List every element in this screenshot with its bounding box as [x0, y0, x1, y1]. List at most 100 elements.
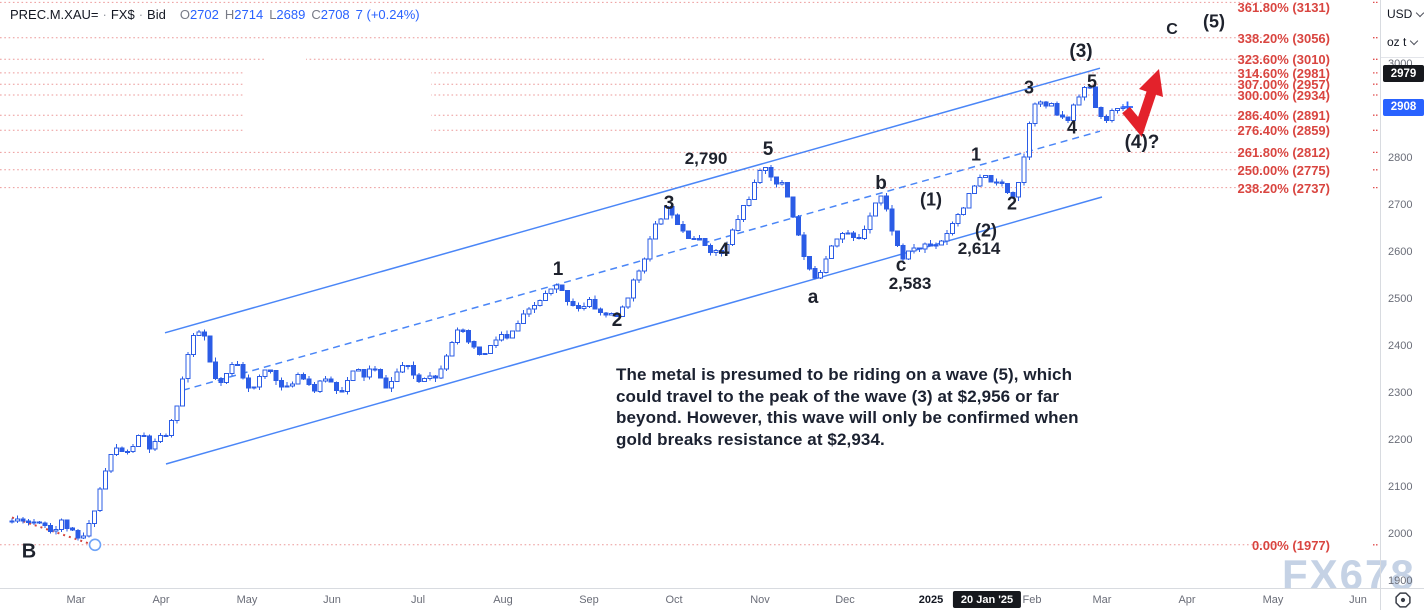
- wave-label: C: [1166, 21, 1178, 38]
- ohlc-readout: O2702 H2714 L2689 C2708 7 (+0.24%): [180, 7, 420, 22]
- ohlc-key: H: [224, 7, 235, 22]
- time-axis-label: Mar: [66, 594, 86, 606]
- time-axis-label: Nov: [750, 594, 770, 606]
- time-axis-label: Aug: [493, 594, 513, 606]
- wave-label: c: [895, 255, 907, 276]
- wave-label: (4)?: [1124, 132, 1160, 153]
- wave-label: 5: [1086, 71, 1098, 92]
- separator-dot: ·: [102, 7, 107, 22]
- time-axis-label: Dec: [835, 594, 855, 606]
- wave-label: 2: [611, 310, 623, 331]
- candlestick-chart[interactable]: [0, 0, 1380, 588]
- symbol-detail: Bid: [147, 7, 166, 22]
- annotation-line: The metal is presumed to be riding on a …: [616, 365, 1073, 384]
- unit-selector[interactable]: oz t: [1381, 28, 1424, 56]
- wave-label: (1): [920, 189, 942, 210]
- time-axis-label: Apr: [152, 594, 170, 606]
- currency-selector[interactable]: USD: [1381, 0, 1424, 28]
- fib-level-label: 307.00% (2957): [1237, 77, 1330, 93]
- wave-label: 3: [1023, 77, 1035, 98]
- currency-label: USD: [1387, 7, 1413, 21]
- ohlc-key: O: [179, 7, 190, 22]
- fib-level-label: 250.00% (2775): [1237, 162, 1330, 178]
- chevron-down-icon: [1410, 36, 1419, 45]
- wave-label: 4: [718, 240, 730, 261]
- wave-label: 4: [1066, 117, 1078, 138]
- wave-label: 1: [970, 144, 982, 165]
- chevron-down-icon: [1416, 8, 1424, 17]
- price-axis-label: 2400: [1388, 339, 1413, 352]
- fib-level-label: 314.60% (2981): [1237, 65, 1330, 81]
- time-axis[interactable]: Mar Apr May Jun Jul Aug Sep Oct Nov Dec 2025 Feb Mar…: [0, 588, 1380, 610]
- ohlc-key: C: [311, 7, 321, 22]
- wave-label: 1: [552, 259, 564, 280]
- price-axis-label: 2500: [1388, 292, 1413, 305]
- time-axis-label: Sep: [579, 594, 599, 606]
- price-axis-label: 2600: [1388, 245, 1413, 258]
- wave-label: a: [807, 287, 819, 308]
- price-axis-label: 2000: [1388, 527, 1413, 540]
- price-chart-area[interactable]: PREC.M.XAU= · FX$ · Bid O2702 H2714 L2689 C2708 7…: [0, 0, 1380, 588]
- date-badge: 20 Jan '25: [952, 591, 1022, 608]
- price-badge-last: 2908: [1383, 98, 1424, 116]
- wave-label: 2: [1006, 193, 1018, 214]
- time-axis-label: 2025: [918, 594, 944, 606]
- wave-label: 2,583: [888, 274, 932, 293]
- price-axis-label: 2700: [1388, 198, 1413, 211]
- axis-corner: [1380, 588, 1424, 610]
- ohlc-key: L: [269, 7, 277, 22]
- time-axis-label: May: [1262, 594, 1284, 606]
- wave-label: b: [875, 173, 887, 194]
- wave-label: 2,790: [684, 149, 728, 168]
- ohlc-value: 2689: [276, 7, 306, 22]
- annotation-line: could travel to the peak of the wave (3)…: [616, 386, 1060, 406]
- analyst-annotation: The metal is presumed to be riding on a …: [616, 364, 1079, 450]
- wave-label: (3): [1069, 41, 1093, 62]
- wave-label: 5: [762, 139, 774, 160]
- price-axis-label: 1900: [1388, 574, 1413, 587]
- fib-level-label: 338.20% (3056): [1237, 30, 1330, 46]
- symbol-header: PREC.M.XAU= · FX$ · Bid O2702 H2714 L2689 C2708 7…: [10, 7, 420, 22]
- symbol-name[interactable]: PREC.M.XAU=: [10, 7, 99, 22]
- unit-label: oz t: [1387, 35, 1407, 49]
- fib-level-label: 323.60% (3010): [1237, 52, 1330, 68]
- time-axis-label: Mar: [1092, 594, 1112, 606]
- fib-level-label: 361.80% (3131): [1237, 0, 1330, 15]
- annotation-line: beyond. However, this wave will only be …: [616, 408, 1079, 427]
- wave-label: 3: [663, 193, 675, 214]
- symbol-detail: FX$: [110, 7, 135, 22]
- fib-level-label: 0.00% (1977): [1251, 537, 1330, 553]
- price-axis[interactable]: USD oz t 3000290028002700260025002400230…: [1380, 0, 1424, 588]
- time-axis-label: Jun: [1349, 594, 1367, 606]
- wave-label: (2): [975, 220, 997, 241]
- change-readout: 7 (+0.24%): [355, 7, 420, 22]
- time-axis-label: Apr: [1178, 594, 1196, 606]
- price-axis-label: 2100: [1388, 480, 1413, 493]
- fib-level-label: 238.20% (2737): [1237, 180, 1330, 196]
- fib-level-label: 286.40% (2891): [1237, 108, 1330, 124]
- price-axis-label: 2300: [1388, 386, 1413, 399]
- price-badge-high: 2979: [1383, 65, 1424, 83]
- ohlc-value: 2702: [189, 7, 219, 22]
- price-axis-label: 2200: [1388, 433, 1413, 446]
- ohlc-value: 2708: [320, 7, 350, 22]
- fib-level-label: 276.40% (2859): [1237, 123, 1330, 139]
- annotation-line: gold breaks resistance at $2,934.: [616, 429, 885, 449]
- separator-dot: ·: [138, 7, 144, 22]
- time-axis-label: May: [236, 594, 258, 606]
- gear-icon: [1395, 592, 1411, 608]
- fib-level-label: 300.00% (2934): [1237, 88, 1330, 104]
- time-axis-label: Jul: [410, 594, 426, 606]
- time-axis-label: Oct: [665, 594, 683, 606]
- time-axis-label: Feb: [1022, 594, 1042, 606]
- fib-level-label: 261.80% (2812): [1237, 145, 1330, 161]
- time-axis-label: Jun: [323, 594, 341, 606]
- price-axis-label: 2800: [1388, 151, 1413, 164]
- ohlc-value: 2714: [234, 7, 264, 22]
- wave-label: 2,614: [957, 239, 1001, 258]
- settings-button[interactable]: [1393, 590, 1413, 610]
- axis-unit-box: USD oz t: [1381, 0, 1424, 58]
- wave-label: B: [21, 540, 37, 563]
- wave-label: (5): [1203, 11, 1225, 32]
